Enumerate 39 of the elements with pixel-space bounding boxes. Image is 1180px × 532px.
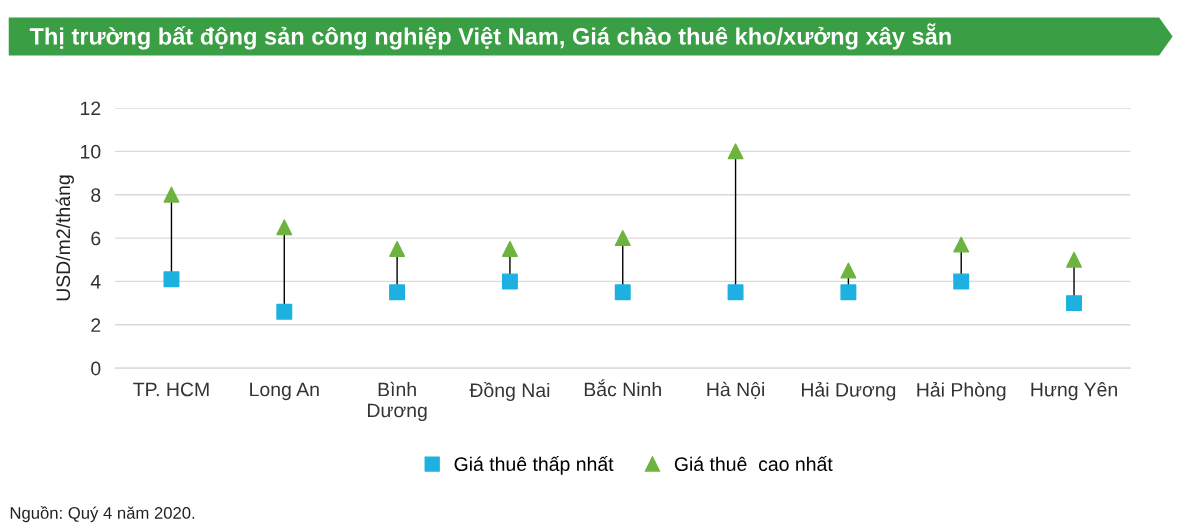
point [1066, 295, 1083, 312]
point [614, 284, 631, 301]
x-tick-label: Đồng Nai [469, 382, 550, 402]
point [840, 284, 857, 301]
x-tick-label: Hải Dương [801, 382, 896, 401]
y-tick-label: 10 [81, 144, 101, 159]
point [163, 271, 180, 288]
y-tick-label: 6 [91, 231, 101, 246]
point [840, 262, 857, 279]
point [389, 284, 406, 301]
point [501, 273, 518, 290]
x-tick-label: Hà Nội [707, 381, 764, 400]
point [953, 273, 970, 290]
chart-title: Thị trường bất động sản công nghiệp Việt Nam, Giá chào thuê kho/xưởng xây sẵn [29, 23, 951, 50]
y-tick-label: 0 [91, 361, 101, 376]
x-tick-label: Hưng Yên [1031, 382, 1117, 401]
text: Nguồn: Quý 4 năm 2020. [10, 505, 195, 523]
y-tick-label: 12 [81, 101, 101, 116]
point [614, 230, 631, 247]
point [389, 240, 406, 257]
point [163, 186, 180, 203]
x-tick-label: Bình Dương [367, 381, 427, 422]
point [276, 303, 293, 320]
y-axis-title: USD/m2/tháng [55, 175, 74, 301]
point [727, 143, 744, 160]
legend-label: Giá thuê cao nhất [674, 455, 833, 472]
y-tick-label: 2 [91, 318, 101, 332]
point [276, 219, 293, 236]
x-tick-label: Long An [250, 382, 319, 401]
point [1066, 251, 1083, 268]
y-tick-label: 4 [90, 275, 101, 289]
point [501, 240, 518, 257]
point [953, 236, 970, 253]
y-tick-label: 8 [91, 188, 101, 202]
x-tick-label: Hải Phòng [917, 382, 1006, 401]
x-tick-label: TP. HCM [133, 382, 209, 397]
legend-label: Giá thuê thấp nhất [454, 455, 614, 475]
x-tick-label: Bắc Ninh [584, 379, 661, 397]
point [727, 284, 744, 301]
